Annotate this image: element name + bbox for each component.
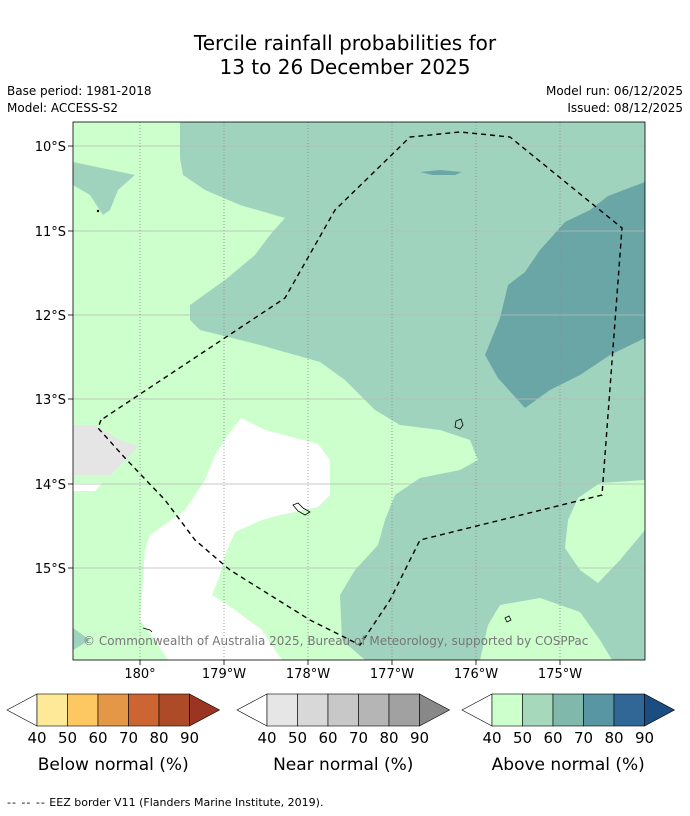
colorbar-segment	[67, 693, 99, 727]
colorbar-tick-label: 90	[180, 729, 199, 747]
lat-ticks	[68, 145, 73, 569]
title-line-1: Tercile rainfall probabilities for	[193, 31, 497, 55]
colorbar-segment	[266, 693, 298, 727]
lon-labels: 180° 179°W 178°W 177°W 176°W 175°W	[124, 667, 582, 682]
issued-date: Issued: 08/12/2025	[567, 101, 683, 115]
region-above-40-se	[565, 480, 645, 583]
eez-legend-symbol: -- -- --	[7, 796, 46, 809]
lon-label: 180°	[124, 667, 155, 682]
colorbar-segment	[297, 693, 329, 727]
lon-ticks	[139, 660, 561, 665]
colorbar-tick-label: 80	[604, 729, 623, 747]
colorbar-segment	[97, 693, 129, 727]
colorbar-tick-label: 70	[349, 729, 368, 747]
map-plot-area	[73, 122, 645, 660]
colorbar-tick-label: 80	[379, 729, 398, 747]
model-name: Model: ACCESS-S2	[7, 101, 119, 115]
colorbar-segment	[613, 693, 645, 727]
lat-label: 10°S	[35, 140, 66, 155]
colorbar-tick-label: 60	[88, 729, 107, 747]
colorbars: 40 50 60 70 80 90 Below normal (%) 40 50 60 70 80 90…	[6, 693, 676, 775]
lon-label: 175°W	[538, 667, 582, 682]
colorbar-1: 40 50 60 70 80 90 Near normal (%)	[236, 693, 451, 775]
colorbar-tick-label: 60	[318, 729, 337, 747]
region-no-signal	[140, 418, 330, 660]
colorbar-segment	[36, 693, 68, 727]
colorbar-label: Near normal (%)	[273, 755, 413, 775]
colorbar-tick-label: 50	[288, 729, 307, 747]
meta-left: Base period: 1981-2018 Model: ACCESS-S2	[7, 83, 152, 117]
colorbar-segment	[158, 693, 190, 727]
colorbar-segment	[388, 693, 420, 727]
lat-labels: 10°S 11°S 12°S 13°S 14°S 15°S	[35, 140, 66, 577]
colorbar-tick-label: 40	[257, 729, 276, 747]
colorbar-tick-label: 50	[58, 729, 77, 747]
colorbar-left-arrow	[6, 693, 38, 727]
lat-label: 11°S	[35, 225, 66, 240]
colorbar-tick-label: 70	[574, 729, 593, 747]
lat-label: 14°S	[35, 478, 66, 493]
colorbar-segment	[552, 693, 584, 727]
colorbar-tick-label: 80	[149, 729, 168, 747]
region-near-white	[73, 483, 102, 491]
lat-label: 12°S	[35, 309, 66, 324]
colorbar-right-arrow	[189, 693, 221, 727]
map-frame	[72, 121, 646, 661]
colorbar-tick-label: 70	[119, 729, 138, 747]
lat-label: 15°S	[35, 562, 66, 577]
colorbar-tick-label: 90	[410, 729, 429, 747]
islands	[96, 209, 512, 633]
region-above-50	[180, 122, 645, 660]
colorbar-segment	[583, 693, 615, 727]
colorbar-tick-label: 90	[635, 729, 654, 747]
map-title: Tercile rainfall probabilities for 13 to…	[0, 31, 690, 79]
island-3	[504, 615, 512, 623]
base-period: Base period: 1981-2018	[7, 84, 152, 98]
colorbar-segment	[358, 693, 390, 727]
footer-note: -- -- -- EEZ border V11 (Flanders Marine…	[7, 796, 323, 809]
colorbar-segment	[327, 693, 359, 727]
region-above-40-south	[480, 598, 612, 660]
region-above-50-sw	[73, 628, 90, 650]
model-run: Model run: 06/12/2025	[545, 84, 683, 98]
colorbar-segment	[128, 693, 160, 727]
meta-right: Model run: 06/12/2025 Issued: 08/12/2025	[546, 83, 683, 117]
lon-label: 176°W	[454, 667, 498, 682]
colorbar-2: 40 50 60 70 80 90 Above normal (%)	[461, 693, 676, 775]
copyright-text: © Commonwealth of Australia 2025, Bureau…	[83, 634, 588, 648]
colorbar-segment	[522, 693, 554, 727]
island-4	[142, 627, 153, 633]
colorbar-0: 40 50 60 70 80 90 Below normal (%)	[6, 693, 221, 775]
lat-label: 13°S	[35, 393, 66, 408]
lat-gridlines	[73, 145, 645, 569]
colorbar-right-arrow	[419, 693, 451, 727]
eez-legend-text: EEZ border V11 (Flanders Marine Institut…	[45, 796, 324, 809]
region-above-50-nw	[73, 162, 135, 215]
colorbar-tick-label: 60	[543, 729, 562, 747]
colorbar-left-arrow	[461, 693, 493, 727]
island-5	[96, 209, 100, 213]
lon-label: 177°W	[370, 667, 414, 682]
region-above-60-small	[420, 170, 462, 175]
colorbar-tick-label: 50	[513, 729, 532, 747]
region-near-normal	[73, 425, 138, 475]
lon-label: 178°W	[286, 667, 330, 682]
colorbar-right-arrow	[644, 693, 676, 727]
colorbar-label: Below normal (%)	[38, 755, 189, 775]
colorbar-left-arrow	[236, 693, 268, 727]
colorbar-segment	[491, 693, 523, 727]
island-2	[292, 502, 311, 516]
title-line-2: 13 to 26 December 2025	[219, 55, 471, 79]
lon-label: 179°W	[202, 667, 246, 682]
island-1	[454, 418, 464, 430]
colorbar-tick-label: 40	[482, 729, 501, 747]
region-above-60	[485, 182, 645, 408]
colorbar-label: Above normal (%)	[492, 755, 645, 775]
colorbar-tick-label: 40	[27, 729, 46, 747]
